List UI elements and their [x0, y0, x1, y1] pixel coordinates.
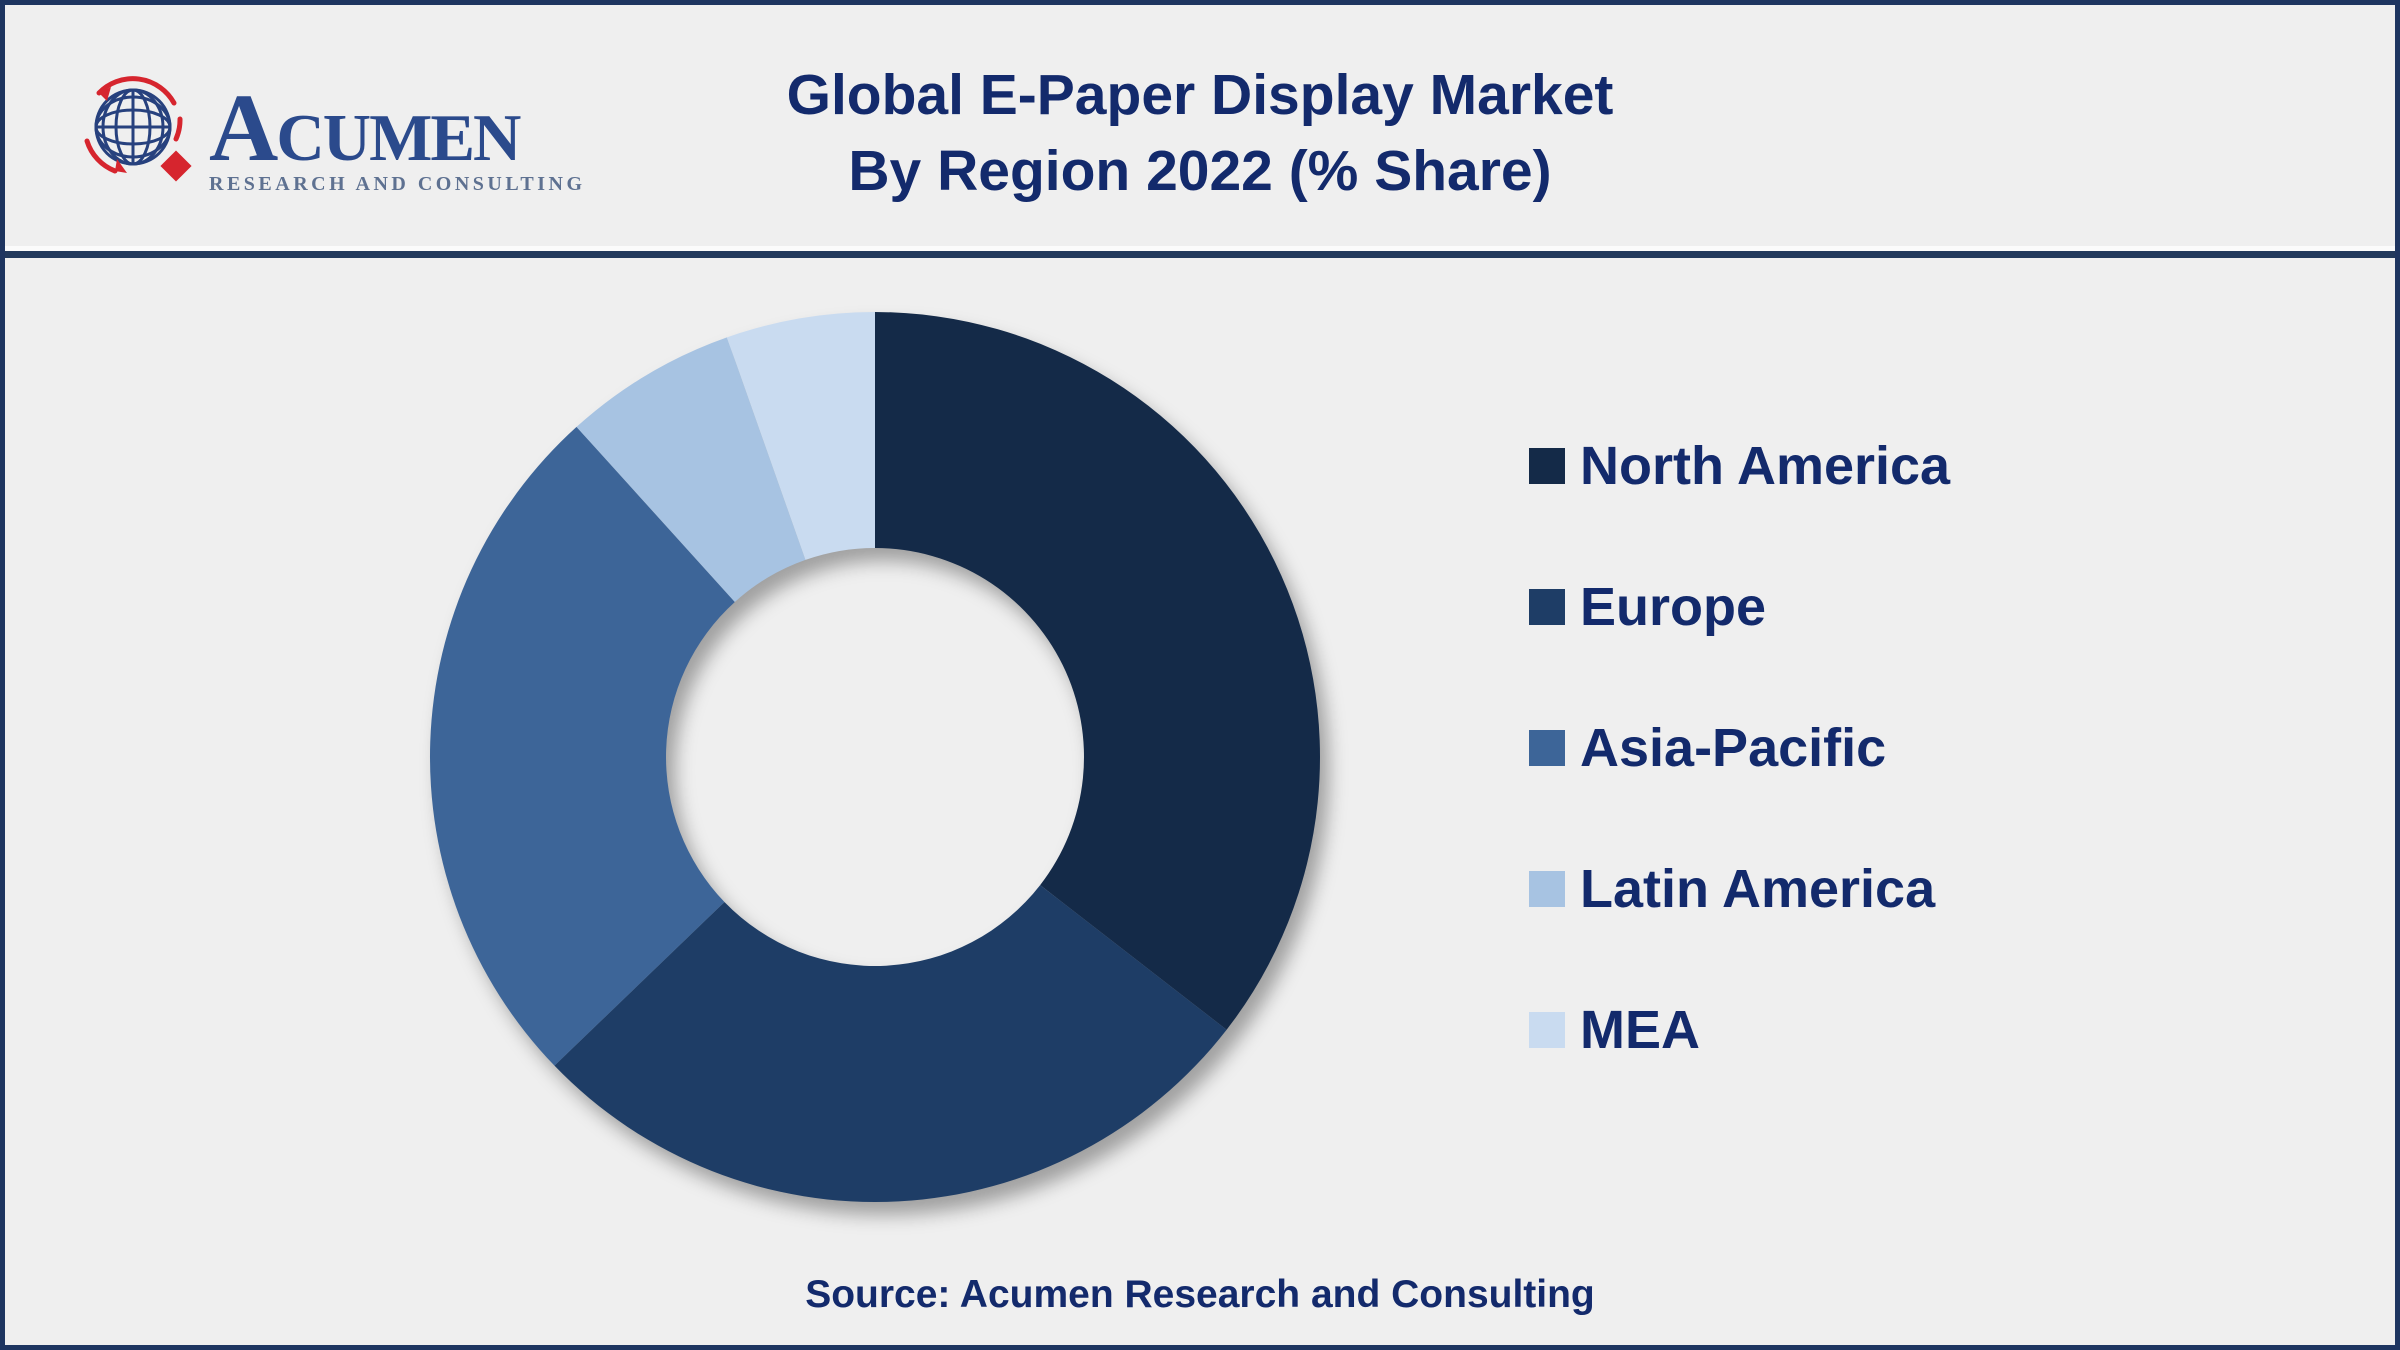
donut-chart: [429, 312, 1320, 1203]
legend-item-latin-america: Latin America: [1529, 818, 1950, 959]
legend-label: Latin America: [1580, 858, 1936, 919]
legend-item-north-america: North America: [1529, 395, 1950, 536]
legend-swatch: [1529, 870, 1565, 907]
header: Acumen RESEARCH AND CONSULTING Global E-…: [5, 5, 2395, 247]
chart-title-line-1: Global E-Paper Display Market: [786, 63, 1614, 127]
legend-item-europe: Europe: [1529, 536, 1950, 677]
header-divider: [5, 246, 2395, 258]
donut-slice-europe: [554, 885, 1227, 1203]
chart-title-line-2: By Region 2022 (% Share): [848, 139, 1552, 203]
globe-logo-icon: [77, 67, 195, 185]
legend-item-asia-pacific: Asia-Pacific: [1529, 677, 1950, 818]
legend-item-mea: MEA: [1529, 959, 1950, 1100]
source-note: Source: Acumen Research and Consulting: [805, 1273, 1595, 1316]
donut-slice-latin-america: [576, 337, 806, 602]
acumen-logo: Acumen RESEARCH AND CONSULTING: [77, 67, 586, 196]
legend-label: MEA: [1580, 999, 1700, 1060]
donut-slice-north-america: [875, 312, 1320, 1030]
brand-tagline: RESEARCH AND CONSULTING: [209, 173, 586, 195]
brand-name: Acumen: [209, 74, 521, 181]
legend-label: Asia-Pacific: [1580, 717, 1887, 778]
donut-slice-asia-pacific: [429, 426, 735, 1066]
legend-label: Europe: [1580, 576, 1767, 637]
legend-swatch: [1529, 588, 1565, 625]
chart-title: Global E-Paper Display Market By Region …: [5, 57, 2395, 209]
legend-label: North America: [1580, 435, 1951, 496]
donut-slice-mea: [726, 312, 875, 560]
legend-swatch: [1529, 1011, 1565, 1048]
chart-legend: North America Europe Asia-Pacific Latin Ame…: [1529, 395, 1950, 1100]
legend-swatch: [1529, 447, 1565, 484]
legend-swatch: [1529, 729, 1565, 766]
